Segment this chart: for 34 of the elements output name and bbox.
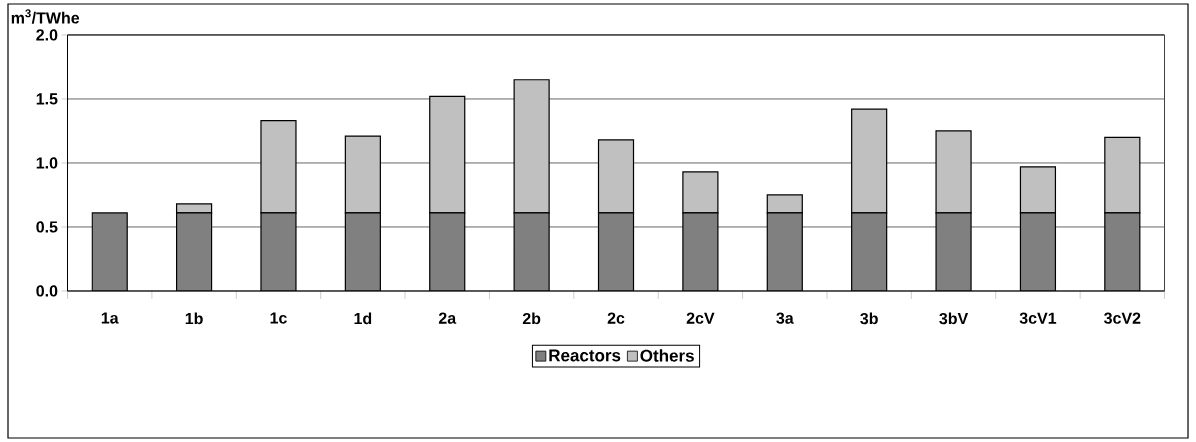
legend-label: Reactors [549,349,621,362]
bar [1104,212,1141,291]
x-tick-label: 3a [776,312,794,324]
bar [260,212,296,291]
x-tick-label: 2c [607,312,625,324]
bar [851,212,887,291]
y-tick-label: 0.0 [36,285,58,297]
x-tick-label: 2cV [686,312,715,324]
y-axis-title: m$^{3}$/TWhe [11,9,80,24]
x-tick-label: 1d [354,312,372,325]
x-tick-label: 3cV2 [1104,312,1141,324]
y-tick-label: 1.5 [36,93,58,105]
x-tick-label: 3b [860,312,878,325]
y-tick-label: 2.0 [36,29,58,41]
bar [598,212,634,291]
bar [176,212,212,291]
x-tick-label: 2a [438,312,457,324]
x-tick-label: 1a [101,312,119,324]
bar [767,212,803,291]
x-tick-label: 1b [185,312,203,325]
x-tick-label: 2b [522,312,541,325]
bar [1020,212,1056,291]
bar [429,212,465,291]
legend-label: Others [640,349,694,362]
bar [682,212,718,291]
bar [936,212,972,291]
bar [514,212,550,291]
x-tick-label: 3cV1 [1019,312,1057,324]
x-tick-label: 3bV [939,312,969,325]
bar [345,212,381,291]
y-tick-label: 0.5 [36,221,58,233]
x-tick-label: 1c [270,312,287,324]
y-tick-label: 1.0 [36,157,58,169]
bar [92,212,128,291]
